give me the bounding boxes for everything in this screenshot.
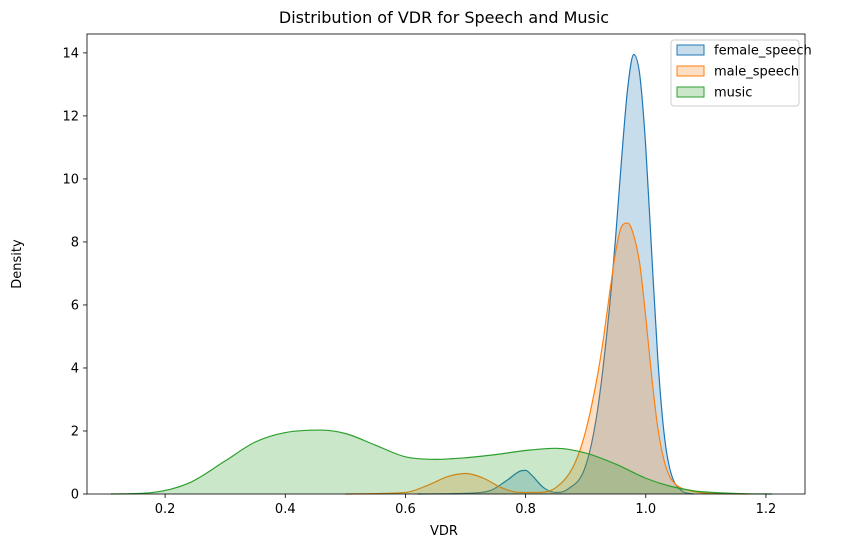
plot-frame xyxy=(86,33,806,495)
y-tick-label: 12 xyxy=(62,109,79,124)
series-line-music xyxy=(111,429,772,495)
series-area-male-speech xyxy=(345,223,748,495)
x-tick-label: 0.6 xyxy=(395,502,416,517)
legend-box xyxy=(670,39,800,107)
x-tick-label: 0.2 xyxy=(155,502,176,517)
legend-label-music: music xyxy=(714,86,752,101)
y-tick-label: 0 xyxy=(71,488,79,503)
series-line-female-speech xyxy=(417,53,694,495)
series-layer xyxy=(111,53,772,495)
x-tick-label: 0.4 xyxy=(275,502,296,517)
y-axis-title: Density xyxy=(10,239,25,289)
y-tick-label: 8 xyxy=(71,235,79,250)
y-tick-label: 14 xyxy=(62,46,79,61)
legend-swatch-male-speech xyxy=(676,65,705,77)
x-tick-label: 1.0 xyxy=(635,502,656,517)
series-area-female-speech xyxy=(417,54,694,494)
y-tick-label: 2 xyxy=(71,424,79,439)
legend-swatch-music xyxy=(676,86,705,98)
x-tick-label: 0.8 xyxy=(515,502,536,517)
x-tick-label: 1.2 xyxy=(756,502,777,517)
x-axis-title: VDR xyxy=(430,524,458,539)
chart-title: Distribution of VDR for Speech and Music xyxy=(279,8,609,27)
legend-label-female-speech: female_speech xyxy=(714,44,812,59)
y-axis: 0 2 4 6 8 10 12 14 xyxy=(62,46,87,503)
y-tick-label: 6 xyxy=(71,298,79,313)
x-axis: 0.2 0.4 0.6 0.8 1.0 1.2 xyxy=(155,494,777,517)
series-area-music xyxy=(111,430,772,494)
y-tick-label: 4 xyxy=(71,361,79,376)
series-line-male-speech xyxy=(345,222,748,495)
y-tick-label: 10 xyxy=(62,172,79,187)
legend-label-male-speech: male_speech xyxy=(714,65,799,80)
legend-swatch-female-speech xyxy=(676,44,705,56)
